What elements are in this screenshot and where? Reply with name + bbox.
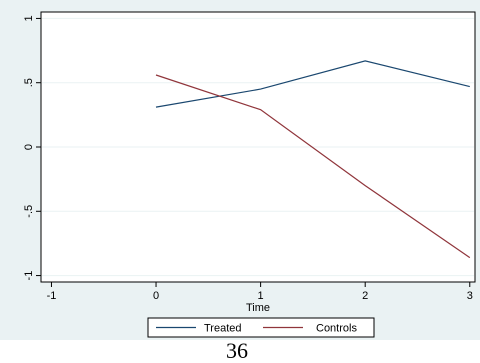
y-tick-label: -.5 xyxy=(23,205,35,218)
x-tick-label: 1 xyxy=(258,290,264,302)
line-chart: -1 -.5 0 .5 1 -1 0 1 2 3 Time Treated Controls xyxy=(0,0,480,340)
legend-label: Controls xyxy=(316,323,357,335)
axes: -1 -.5 0 .5 1 -1 0 1 2 3 xyxy=(23,15,473,302)
x-tick-label: 2 xyxy=(362,290,368,302)
x-tick-label: 3 xyxy=(467,290,473,302)
legend: Treated Controls xyxy=(147,317,375,338)
page-number: 36 xyxy=(226,338,248,363)
series-line-treated xyxy=(155,60,470,108)
series-line-controls xyxy=(155,74,471,259)
y-tick-label: 0 xyxy=(23,144,35,150)
x-tick-label: 0 xyxy=(153,290,159,302)
x-tick-label: -1 xyxy=(47,290,57,302)
legend-box xyxy=(147,317,375,338)
y-tick-label: 1 xyxy=(23,15,35,21)
legend-label: Treated xyxy=(204,323,242,335)
x-axis-label: Time xyxy=(246,302,270,314)
y-tick-label: -1 xyxy=(23,271,35,281)
series-lines xyxy=(155,60,471,259)
y-tick-label: .5 xyxy=(23,78,35,87)
